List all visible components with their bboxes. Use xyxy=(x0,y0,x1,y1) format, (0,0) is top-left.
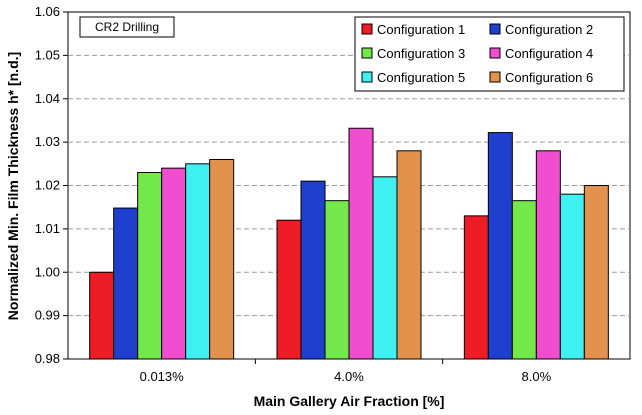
legend-label: Configuration 4 xyxy=(505,46,593,61)
legend: Configuration 1 Configuration 2 Configurat… xyxy=(354,16,625,92)
bar-configuration-3-1 xyxy=(324,200,350,360)
annotation-text: CR2 Drilling xyxy=(95,20,159,34)
y-tick-label: 1.00 xyxy=(35,264,60,279)
y-axis-ticks: 0.98 0.99 1.00 1.01 1.02 1.03 1.04 1.05 1.06 xyxy=(35,4,68,366)
legend-swatch xyxy=(489,23,501,35)
legend-swatch xyxy=(361,23,373,35)
y-tick-label: 1.05 xyxy=(35,47,60,62)
legend-label: Configuration 6 xyxy=(505,70,593,85)
legend-swatch xyxy=(489,47,501,59)
legend-swatch xyxy=(361,71,373,83)
x-tick-label: 0.013% xyxy=(140,369,185,384)
bar-configuration-1-0 xyxy=(89,271,115,360)
y-tick-label: 0.98 xyxy=(35,351,60,366)
bar-configuration-4-2 xyxy=(535,150,561,360)
y-tick-label: 1.02 xyxy=(35,178,60,193)
bar-configuration-6-1 xyxy=(396,150,422,360)
bar-configuration-4-0 xyxy=(161,167,187,360)
bar-configuration-3-2 xyxy=(511,200,537,360)
x-axis-title: Main Gallery Air Fraction [%] xyxy=(254,393,445,409)
bar-configuration-2-1 xyxy=(300,180,326,360)
x-tick-label: 4.0% xyxy=(334,369,364,384)
bar-configuration-5-1 xyxy=(372,176,398,360)
y-tick-label: 1.04 xyxy=(35,91,60,106)
x-axis-ticks: 0.013% 4.0% 8.0% xyxy=(140,359,552,384)
bar-configuration-6-0 xyxy=(209,158,235,360)
legend-label: Configuration 2 xyxy=(505,22,593,37)
bars xyxy=(89,127,609,360)
bar-configuration-4-1 xyxy=(348,127,374,360)
bar-configuration-1-2 xyxy=(463,215,489,360)
y-tick-label: 1.06 xyxy=(35,4,60,19)
bar-configuration-6-2 xyxy=(583,185,609,360)
y-tick-label: 0.99 xyxy=(35,308,60,323)
annotation-box xyxy=(79,16,175,38)
x-tick-label: 8.0% xyxy=(522,369,552,384)
legend-label: Configuration 3 xyxy=(377,46,465,61)
bar-configuration-3-0 xyxy=(137,171,163,360)
legend-label: Configuration 1 xyxy=(377,22,465,37)
bar-configuration-2-2 xyxy=(487,132,513,360)
bar-configuration-5-2 xyxy=(559,193,585,360)
y-tick-label: 1.01 xyxy=(35,221,60,236)
legend-label: Configuration 5 xyxy=(377,70,465,85)
y-tick-label: 1.03 xyxy=(35,134,60,149)
legend-swatch xyxy=(361,47,373,59)
bar-configuration-1-1 xyxy=(276,219,302,360)
bar-configuration-5-0 xyxy=(185,163,211,360)
legend-swatch xyxy=(489,71,501,83)
bar-configuration-2-0 xyxy=(113,207,139,360)
y-axis-title: Normalized Min. Film Thickness h* [n.d.] xyxy=(5,52,21,320)
